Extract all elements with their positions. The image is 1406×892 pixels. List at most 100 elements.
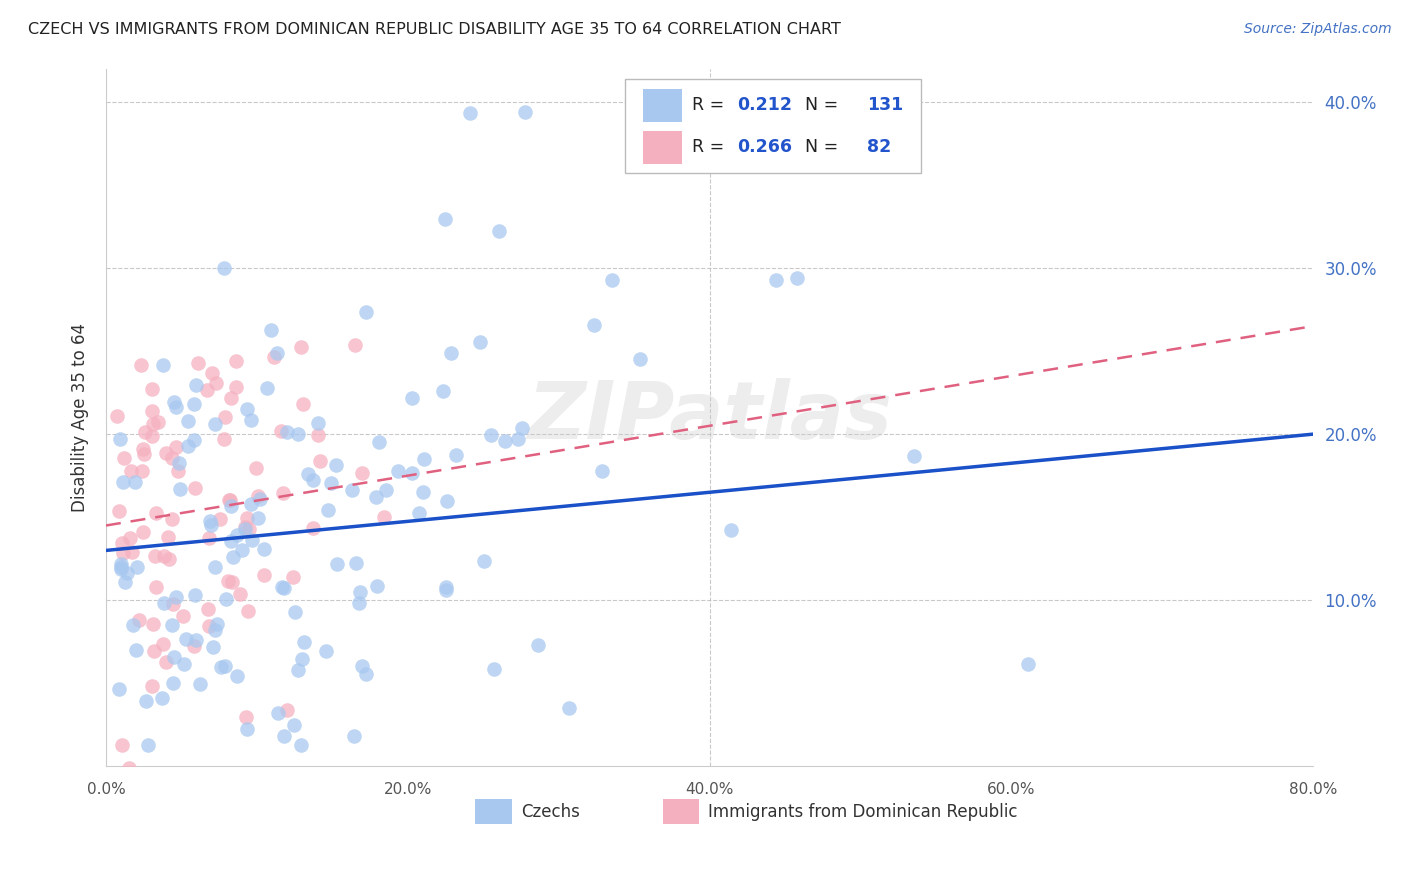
- Point: [110, 559, 132, 574]
- Point: [600, 273, 623, 287]
- Point: [249, 491, 271, 506]
- Point: [315, 644, 337, 658]
- Point: [446, 448, 468, 462]
- Point: [233, 521, 256, 535]
- Point: [197, 601, 219, 615]
- Point: [136, 739, 159, 753]
- Point: [121, 617, 143, 632]
- Point: [433, 211, 456, 226]
- Point: [628, 351, 651, 366]
- Point: [112, 450, 135, 465]
- Point: [124, 475, 146, 489]
- Point: [183, 640, 205, 654]
- Point: [188, 677, 211, 691]
- Point: [488, 224, 510, 238]
- Point: [118, 531, 141, 545]
- Point: [253, 542, 276, 557]
- Point: [325, 557, 347, 571]
- Point: [215, 591, 238, 606]
- Point: [132, 447, 155, 461]
- Point: [238, 522, 260, 536]
- Point: [1017, 657, 1039, 671]
- Point: [204, 376, 226, 390]
- Point: [368, 434, 391, 449]
- Point: [307, 416, 329, 430]
- Point: [114, 575, 136, 590]
- Point: [316, 503, 339, 517]
- Point: [204, 559, 226, 574]
- Point: [128, 613, 150, 627]
- Point: [506, 433, 529, 447]
- Point: [374, 483, 396, 498]
- Point: [111, 536, 134, 550]
- Point: [434, 582, 457, 597]
- Point: [472, 553, 495, 567]
- Text: ZIPatlas: ZIPatlas: [527, 378, 893, 457]
- Point: [118, 761, 141, 775]
- Point: [183, 433, 205, 447]
- Point: [165, 591, 187, 605]
- Point: [132, 525, 155, 540]
- Point: [284, 605, 307, 619]
- Point: [387, 464, 409, 478]
- Point: [219, 391, 242, 405]
- Point: [307, 427, 329, 442]
- Point: [172, 609, 194, 624]
- Point: [263, 350, 285, 364]
- Point: [231, 543, 253, 558]
- Point: [401, 466, 423, 480]
- Point: [226, 528, 249, 542]
- Point: [253, 568, 276, 582]
- Point: [283, 717, 305, 731]
- Point: [205, 617, 228, 632]
- Point: [177, 439, 200, 453]
- Point: [112, 546, 135, 560]
- Point: [162, 676, 184, 690]
- Point: [308, 454, 330, 468]
- Point: [276, 425, 298, 440]
- FancyBboxPatch shape: [643, 131, 682, 164]
- Point: [141, 382, 163, 396]
- Point: [321, 476, 343, 491]
- Point: [440, 345, 463, 359]
- Point: [142, 616, 165, 631]
- Point: [201, 640, 224, 655]
- Point: [236, 604, 259, 618]
- Point: [225, 380, 247, 394]
- Text: 0.212: 0.212: [737, 95, 793, 114]
- Point: [219, 534, 242, 549]
- Text: 131: 131: [866, 95, 903, 114]
- Point: [145, 580, 167, 594]
- Point: [176, 632, 198, 647]
- Point: [292, 635, 315, 649]
- Point: [212, 260, 235, 275]
- Point: [458, 106, 481, 120]
- Point: [169, 456, 191, 470]
- Point: [152, 358, 174, 372]
- Point: [354, 666, 377, 681]
- Point: [184, 588, 207, 602]
- Point: [204, 417, 226, 431]
- Point: [160, 512, 183, 526]
- Point: [217, 574, 239, 589]
- FancyBboxPatch shape: [475, 798, 512, 824]
- Point: [108, 504, 131, 518]
- Point: [214, 659, 236, 673]
- Point: [340, 483, 363, 498]
- Point: [720, 523, 742, 537]
- Point: [184, 378, 207, 392]
- Point: [290, 739, 312, 753]
- Text: N =: N =: [794, 137, 844, 156]
- Point: [290, 340, 312, 354]
- Point: [183, 397, 205, 411]
- Point: [131, 358, 153, 372]
- Point: [301, 474, 323, 488]
- Point: [373, 510, 395, 524]
- Point: [198, 618, 221, 632]
- Point: [221, 574, 243, 589]
- Point: [343, 337, 366, 351]
- Point: [276, 703, 298, 717]
- Point: [557, 700, 579, 714]
- Point: [412, 485, 434, 500]
- Point: [352, 659, 374, 673]
